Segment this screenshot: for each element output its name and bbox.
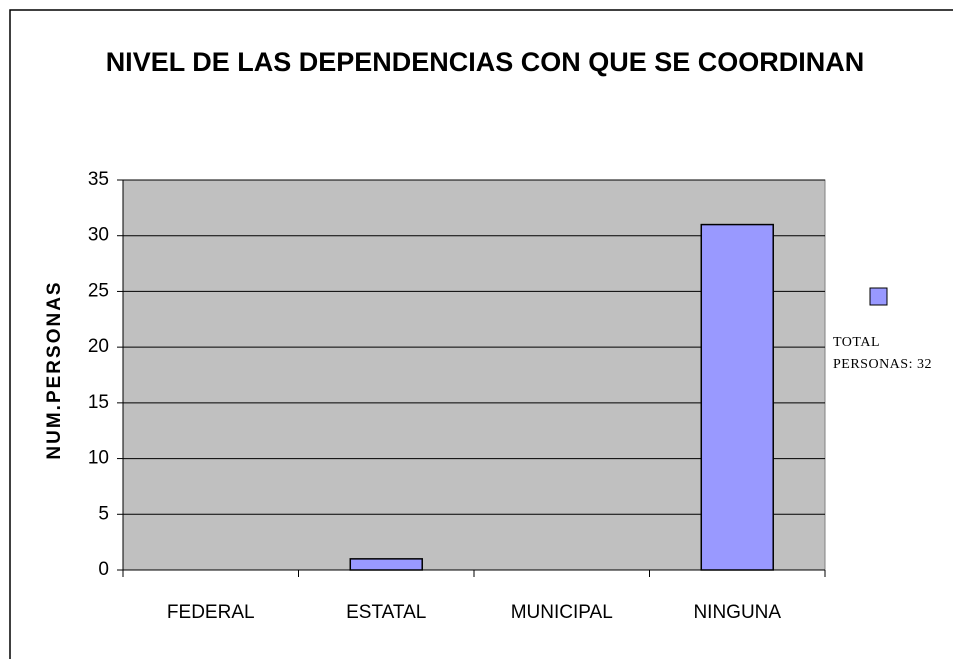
chart-border <box>9 9 953 659</box>
chart-title: NIVEL DE LAS DEPENDENCIAS CON QUE SE COO… <box>105 47 865 77</box>
y-tick-label: 25 <box>88 280 109 301</box>
bar <box>349 558 423 571</box>
y-tick-label: 15 <box>88 392 109 413</box>
y-tick-label: 35 <box>88 169 109 190</box>
y-tick-label: 20 <box>88 336 109 357</box>
x-tick-label: NINGUNA <box>693 602 781 623</box>
x-tick-label: MUNICIPAL <box>511 602 613 623</box>
y-tick-label: 0 <box>98 559 109 580</box>
bar <box>700 223 774 571</box>
legend-swatch <box>869 287 888 306</box>
y-axis-label: NUM.PERSONAS <box>44 280 65 459</box>
y-tick-label: 30 <box>88 225 109 246</box>
x-tick-label: ESTATAL <box>346 602 426 623</box>
y-tick-label: 10 <box>88 448 109 469</box>
y-tick-label: 5 <box>98 503 109 524</box>
legend-label: TOTAL PERSONAS: 32 <box>833 335 932 372</box>
x-tick-label: FEDERAL <box>167 602 255 623</box>
